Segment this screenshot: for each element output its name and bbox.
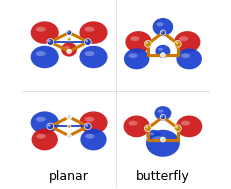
Circle shape — [174, 125, 180, 132]
Ellipse shape — [146, 130, 160, 142]
Circle shape — [66, 30, 71, 35]
Circle shape — [66, 114, 71, 120]
Circle shape — [67, 115, 69, 117]
Circle shape — [67, 125, 70, 128]
Ellipse shape — [123, 115, 149, 137]
Ellipse shape — [173, 31, 200, 53]
Circle shape — [161, 53, 162, 55]
Text: planar: planar — [49, 170, 89, 183]
Ellipse shape — [85, 134, 94, 139]
Ellipse shape — [152, 18, 173, 36]
Circle shape — [67, 37, 71, 41]
Ellipse shape — [36, 51, 46, 56]
Circle shape — [67, 133, 71, 138]
Circle shape — [84, 39, 91, 45]
Circle shape — [85, 40, 88, 42]
Ellipse shape — [31, 129, 58, 150]
Ellipse shape — [128, 121, 137, 125]
Text: butterfly: butterfly — [135, 170, 189, 183]
Circle shape — [160, 137, 165, 142]
Ellipse shape — [64, 46, 69, 49]
Ellipse shape — [84, 27, 94, 32]
Circle shape — [160, 31, 162, 33]
Ellipse shape — [79, 111, 107, 134]
Circle shape — [47, 123, 54, 130]
Circle shape — [160, 53, 165, 57]
Ellipse shape — [80, 129, 106, 150]
Circle shape — [174, 40, 180, 47]
Ellipse shape — [154, 106, 171, 120]
Ellipse shape — [30, 46, 58, 68]
Ellipse shape — [61, 42, 77, 57]
Ellipse shape — [155, 45, 170, 58]
Circle shape — [48, 40, 50, 42]
Circle shape — [85, 124, 88, 127]
Ellipse shape — [180, 121, 189, 125]
Circle shape — [47, 39, 54, 45]
Circle shape — [84, 123, 91, 130]
Ellipse shape — [128, 53, 137, 58]
Circle shape — [160, 30, 165, 35]
Ellipse shape — [30, 21, 58, 44]
Ellipse shape — [152, 136, 163, 142]
Circle shape — [67, 134, 69, 136]
Ellipse shape — [156, 22, 163, 26]
Circle shape — [145, 126, 148, 129]
Ellipse shape — [175, 115, 201, 137]
Ellipse shape — [30, 111, 58, 134]
Circle shape — [175, 126, 177, 129]
Circle shape — [160, 114, 165, 120]
Ellipse shape — [157, 109, 163, 113]
Circle shape — [145, 42, 148, 44]
Circle shape — [144, 125, 151, 132]
Ellipse shape — [36, 27, 46, 32]
Ellipse shape — [79, 21, 107, 44]
Ellipse shape — [84, 117, 94, 122]
Circle shape — [67, 50, 69, 52]
Circle shape — [161, 138, 162, 140]
Circle shape — [175, 42, 177, 44]
Ellipse shape — [180, 53, 189, 58]
Circle shape — [144, 40, 151, 47]
Circle shape — [68, 125, 69, 126]
Ellipse shape — [36, 134, 46, 139]
Ellipse shape — [145, 130, 179, 157]
Ellipse shape — [79, 46, 107, 68]
Circle shape — [67, 49, 71, 54]
Circle shape — [67, 38, 69, 39]
Ellipse shape — [148, 133, 153, 135]
Ellipse shape — [84, 51, 94, 56]
Ellipse shape — [158, 48, 163, 51]
Ellipse shape — [36, 117, 46, 122]
Circle shape — [160, 115, 162, 117]
Circle shape — [67, 31, 69, 33]
Ellipse shape — [176, 48, 201, 69]
Circle shape — [48, 124, 50, 127]
Ellipse shape — [178, 36, 187, 41]
Ellipse shape — [125, 31, 151, 53]
Ellipse shape — [123, 48, 149, 69]
Ellipse shape — [130, 36, 139, 41]
